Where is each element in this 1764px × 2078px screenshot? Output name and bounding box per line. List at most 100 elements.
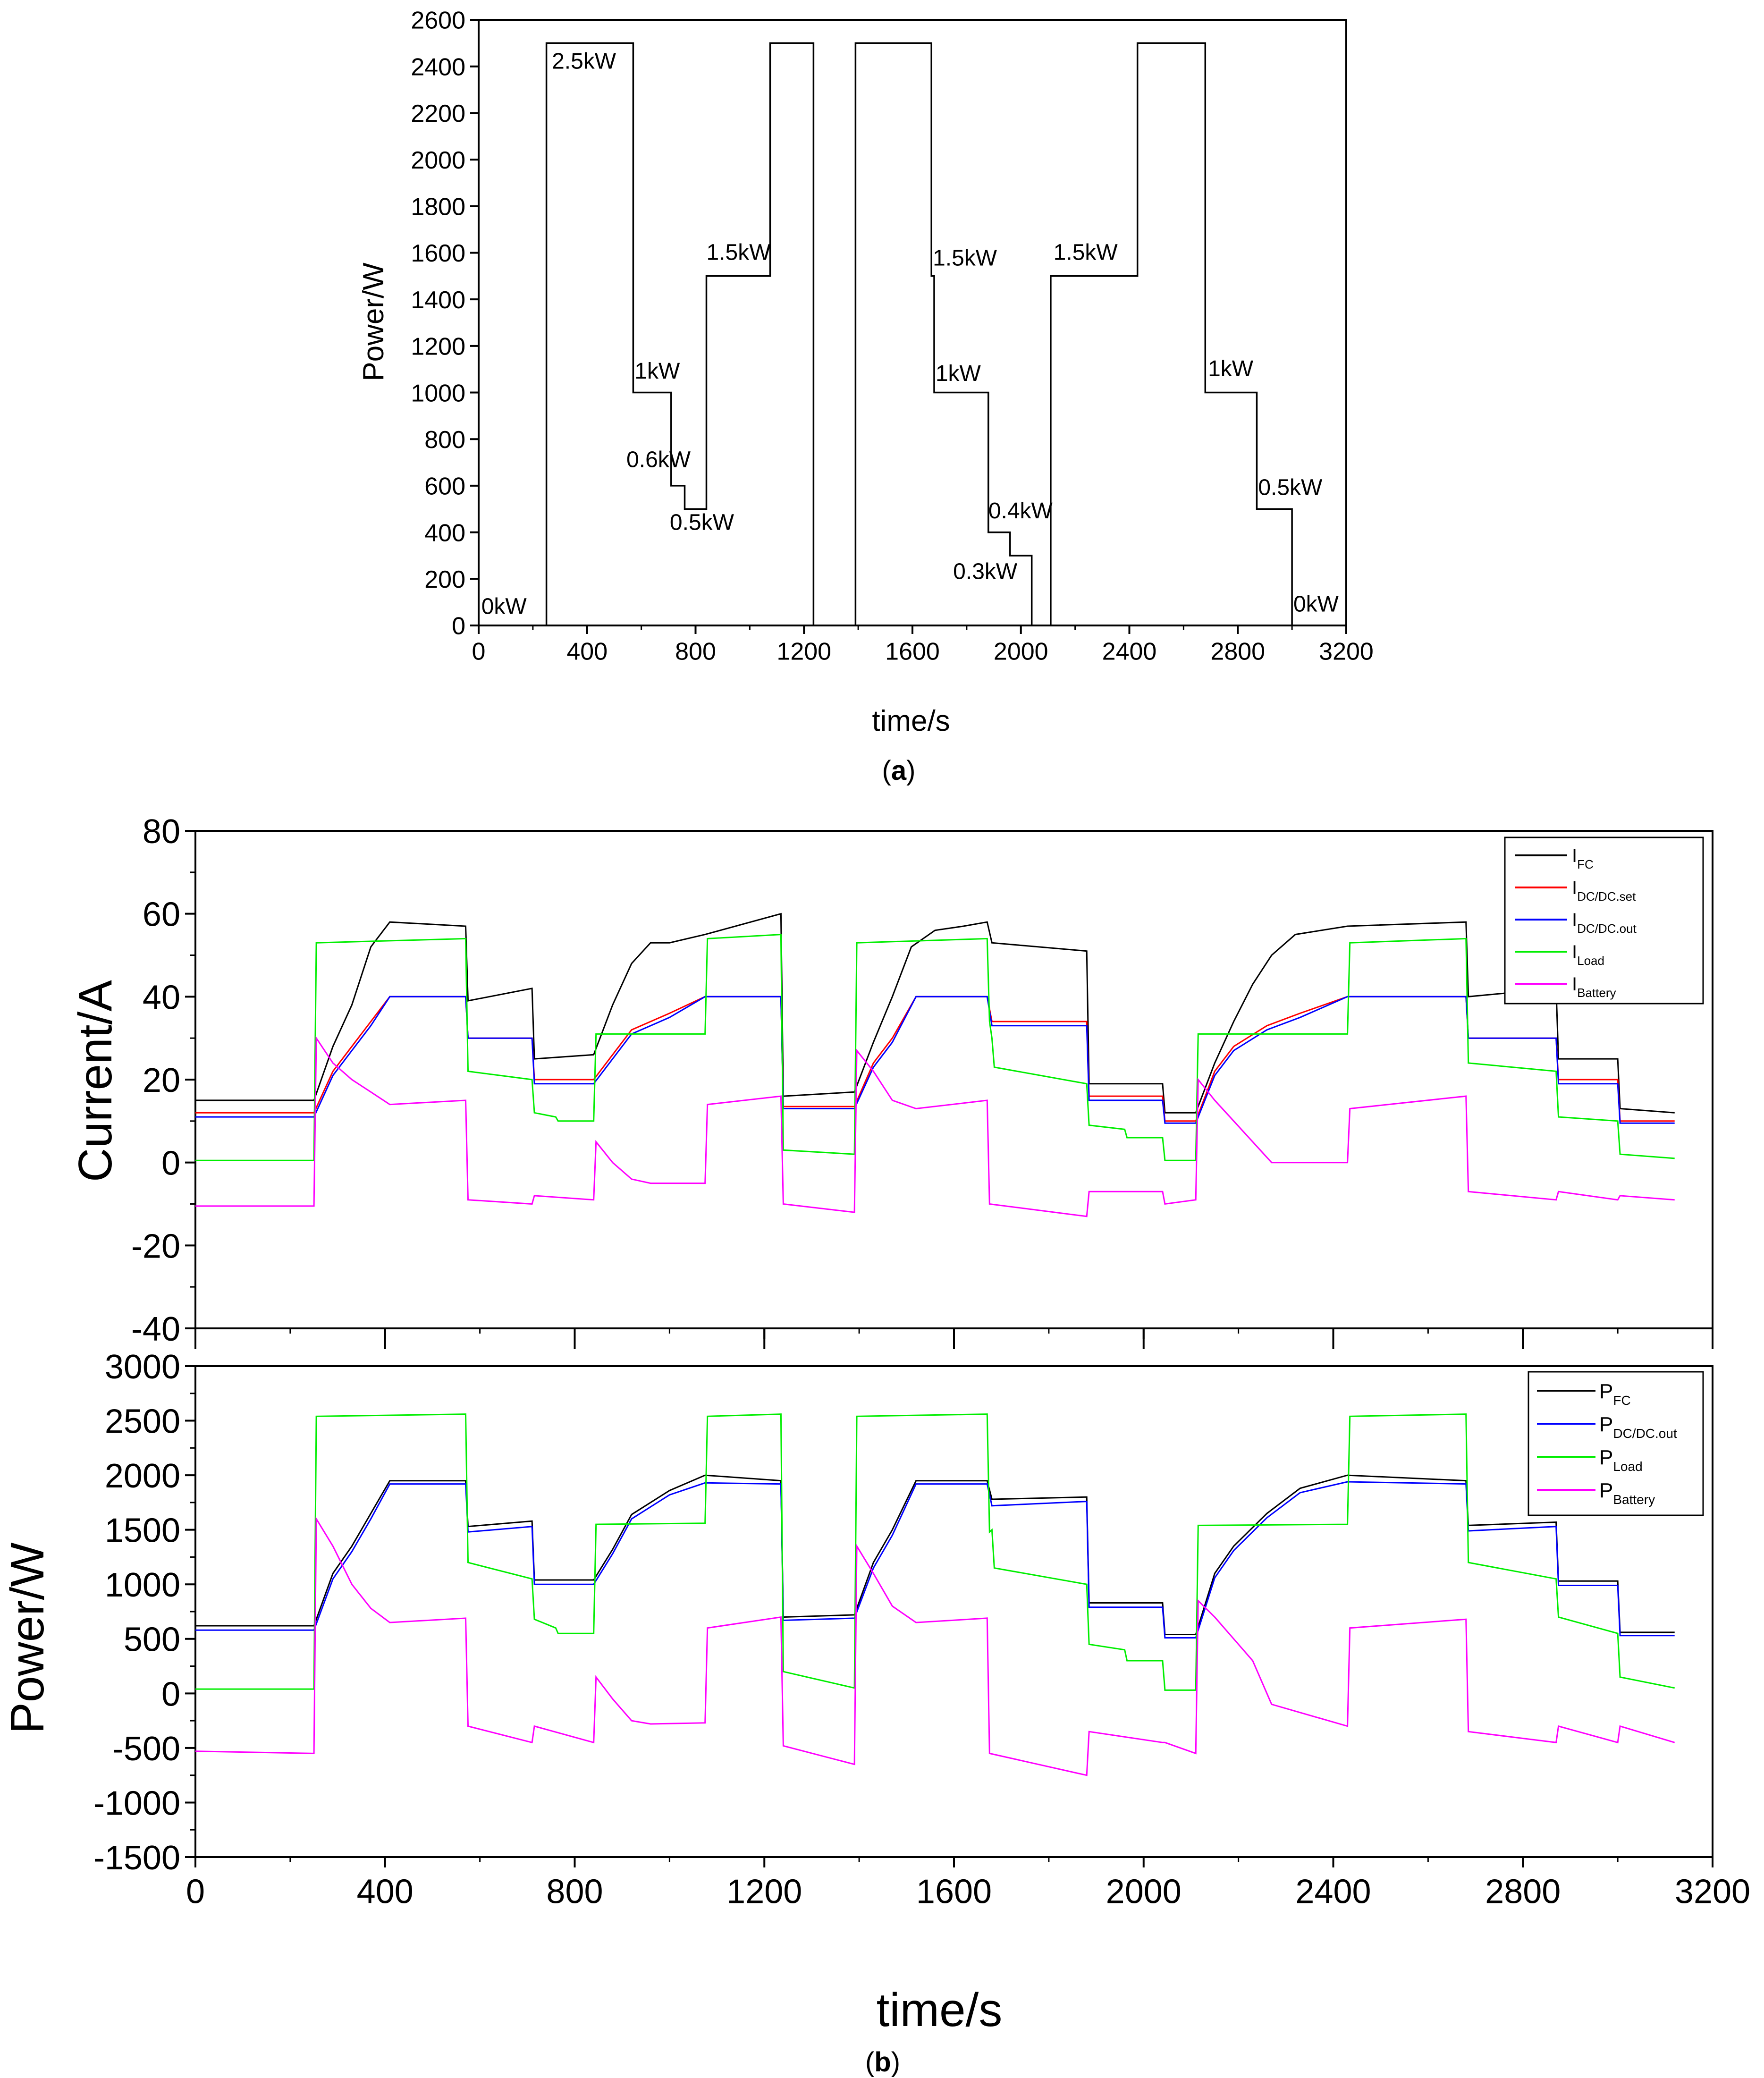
chart-b-power-x-tick-label: 2000 bbox=[1106, 1873, 1182, 1911]
chart-b-current-legend-symbol: I bbox=[1572, 845, 1577, 866]
chart-a-annotation: 1kW bbox=[1208, 356, 1254, 381]
chart-b-current-line-battery bbox=[195, 1036, 1675, 1217]
chart-a-annotation: 0.5kW bbox=[670, 510, 734, 535]
chart-b-current-legend-symbol: I bbox=[1572, 974, 1577, 995]
chart-b-current-plot-frame bbox=[194, 830, 1713, 1329]
chart-b-power-series bbox=[195, 1413, 1675, 1776]
chart-b-power-x-tick-label: 1200 bbox=[726, 1873, 802, 1911]
chart-a-x-tick-label: 2000 bbox=[994, 638, 1048, 666]
chart-b-power-legend-symbol: P bbox=[1599, 1413, 1613, 1436]
chart-b-power-line-battery bbox=[195, 1516, 1675, 1776]
chart-a-y-tick-label: 1600 bbox=[411, 240, 465, 267]
panel-b-caption: (b) bbox=[865, 2047, 900, 2078]
chart-a-annotation: 0kW bbox=[481, 594, 527, 619]
chart-b-current-legend-symbol: I bbox=[1572, 910, 1577, 930]
chart-b-power-legend-subscript: Load bbox=[1613, 1459, 1642, 1474]
chart-b-power-y-tick-label: -1500 bbox=[93, 1839, 180, 1877]
chart-b-power-y-tick-label: 1000 bbox=[105, 1566, 180, 1604]
chart-a-y-tick-label: 2600 bbox=[411, 7, 465, 34]
chart-b-power-legend-subscript: DC/DC.out bbox=[1613, 1426, 1677, 1441]
chart-b-power-line-dcdcout bbox=[195, 1481, 1675, 1639]
chart-b-current-legend-entry: IFC bbox=[1572, 845, 1594, 871]
chart-a-x-tick-label: 1600 bbox=[885, 638, 940, 666]
chart-b-power: -1500 -1000 -500 0 500 1000 1500 2000 2500 3000 0 4… bbox=[1, 1348, 1750, 2078]
chart-b-power-legend-entry: PDC/DC.out bbox=[1599, 1413, 1677, 1441]
chart-b-power-y-tick-label: 2500 bbox=[105, 1402, 180, 1440]
chart-b-power-x-tick-label: 800 bbox=[546, 1873, 603, 1911]
chart-b-current-legend-entry: IDC/DC.out bbox=[1572, 910, 1637, 936]
chart-a-annotation: 0.6kW bbox=[626, 447, 691, 472]
chart-b-current-axes: -40 -20 0 20 40 60 80 bbox=[131, 813, 1713, 1349]
chart-a-x-tick-label: 400 bbox=[566, 638, 608, 666]
chart-b-power-y-tick-label: -500 bbox=[112, 1730, 180, 1768]
chart-a-y-tick-label: 1400 bbox=[411, 287, 465, 314]
chart-a-y-axis-title: Power/W bbox=[357, 262, 390, 381]
chart-a-y-tick-label: 1200 bbox=[411, 333, 465, 361]
chart-b-power-legend-symbol: P bbox=[1599, 1479, 1613, 1502]
chart-a-x-tick-label: 2400 bbox=[1102, 638, 1157, 666]
chart-a-axes: 0 200 400 600 800 1000 1200 1400 1600 1800 2000 220… bbox=[411, 7, 1374, 666]
chart-b-power-plot-frame bbox=[194, 1365, 1713, 1858]
chart-b-power-y-axis-title: Power/W bbox=[1, 1542, 54, 1734]
chart-b-current-legend-entry: ILoad bbox=[1572, 942, 1604, 968]
chart-a-annotation: 0.5kW bbox=[1258, 475, 1323, 500]
chart-b-power-legend-symbol: P bbox=[1599, 1446, 1613, 1469]
chart-b-power-y-tick-label: 500 bbox=[124, 1621, 180, 1659]
chart-a-y-tick-label: 1800 bbox=[411, 193, 465, 220]
panel-b-letter: b bbox=[874, 2047, 891, 2078]
chart-b-current-series bbox=[195, 912, 1675, 1217]
chart-b-power-y-tick-label: 3000 bbox=[105, 1348, 180, 1386]
chart-a-annotation: 1.5kW bbox=[706, 240, 771, 265]
chart-a-x-tick-label: 3200 bbox=[1319, 638, 1374, 666]
chart-b-current-legend-subscript: Battery bbox=[1577, 986, 1616, 1000]
chart-a-x-tick-label: 1200 bbox=[776, 638, 831, 666]
chart-a-annotation: 1.5kW bbox=[1054, 240, 1118, 265]
panel-a-letter: a bbox=[891, 755, 907, 786]
chart-a-annotation: 1kW bbox=[936, 361, 981, 386]
chart-b-power-y-tick-label: 1500 bbox=[105, 1512, 180, 1550]
chart-b-power-line-fc bbox=[195, 1474, 1675, 1635]
chart-b-power-legend-subscript: Battery bbox=[1613, 1492, 1655, 1507]
chart-a-y-tick-label: 400 bbox=[424, 519, 465, 547]
chart-b-power-y-tick-label: -1000 bbox=[93, 1784, 180, 1822]
chart-a-y-tick-label: 0 bbox=[452, 613, 465, 640]
chart-b-current-y-axis-title: Current/A bbox=[69, 980, 122, 1182]
chart-a-annotation: 1kW bbox=[634, 359, 680, 384]
chart-b-current-line-load bbox=[195, 934, 1675, 1161]
chart-b-power-x-tick-label: 400 bbox=[357, 1873, 414, 1911]
chart-b-power-x-tick-label: 1600 bbox=[916, 1873, 992, 1911]
chart-a-y-tick-label: 800 bbox=[424, 426, 465, 454]
chart-b-power-x-tick-label: 2800 bbox=[1485, 1873, 1561, 1911]
panel-a-caption: (a) bbox=[882, 755, 916, 786]
chart-b-current-y-tick-label: 0 bbox=[161, 1145, 180, 1183]
chart-a-x-axis-title: time/s bbox=[872, 705, 950, 737]
chart-b-current-y-tick-label: -40 bbox=[131, 1310, 180, 1348]
chart-b-power-x-tick-label: 0 bbox=[186, 1873, 205, 1911]
chart-a-power-profile-line bbox=[479, 42, 1325, 626]
chart-b-current-legend-subscript: FC bbox=[1577, 857, 1594, 871]
chart-a: 0 200 400 600 800 1000 1200 1400 1600 1800 2000 220… bbox=[357, 7, 1374, 786]
chart-a-y-tick-label: 200 bbox=[424, 566, 465, 593]
chart-a-annotation: 0kW bbox=[1293, 591, 1339, 617]
chart-a-plot-frame bbox=[478, 19, 1347, 626]
chart-b-current-line-dcdcout bbox=[195, 996, 1675, 1124]
chart-a-x-tick-label: 2800 bbox=[1210, 638, 1265, 666]
chart-a-annotations: 0kW 2.5kW 1kW 0.6kW 0.5kW 1.5kW 1.5kW 1kW 0.4kW 0… bbox=[481, 49, 1339, 619]
chart-b-power-line-load bbox=[195, 1413, 1675, 1691]
chart-b-power-legend-entry: PBattery bbox=[1599, 1479, 1655, 1507]
chart-b-power-legend-entry: PFC bbox=[1599, 1380, 1631, 1408]
chart-a-x-tick-label: 0 bbox=[472, 638, 486, 666]
chart-a-y-tick-label: 600 bbox=[424, 473, 465, 500]
chart-a-annotation: 0.4kW bbox=[988, 498, 1053, 524]
chart-a-annotation: 1.5kW bbox=[933, 246, 997, 271]
chart-b-power-x-axis-title: time/s bbox=[877, 1984, 1003, 2036]
chart-b-power-axes: -1500 -1000 -500 0 500 1000 1500 2000 2500 3000 0 4… bbox=[93, 1348, 1750, 1911]
chart-a-x-tick-label: 800 bbox=[675, 638, 716, 666]
chart-a-y-tick-label: 2400 bbox=[411, 53, 465, 81]
chart-b-current-y-tick-label: 80 bbox=[143, 813, 180, 851]
chart-b-current-legend-subscript: Load bbox=[1577, 954, 1604, 968]
chart-b-current-y-tick-label: 60 bbox=[143, 896, 180, 934]
chart-b-current-legend-subscript: DC/DC.out bbox=[1577, 921, 1637, 936]
